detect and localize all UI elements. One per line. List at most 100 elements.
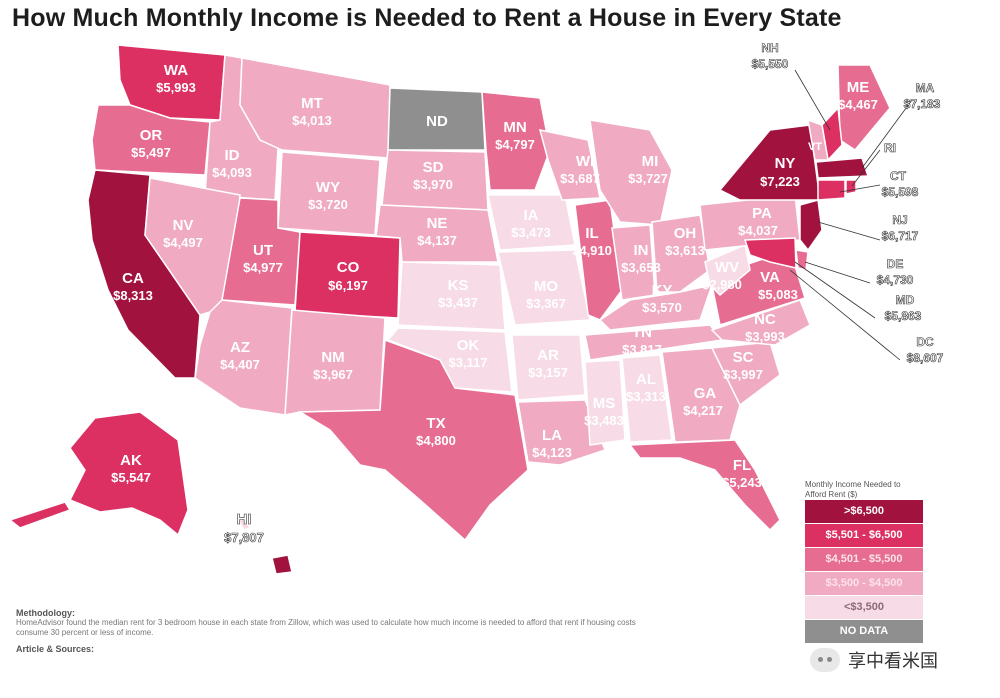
label-value-IA: $3,473 <box>511 225 551 240</box>
state-MO <box>497 249 591 326</box>
label-abbr-ID: ID <box>225 147 240 164</box>
label-abbr-LA: LA <box>542 427 562 444</box>
state-AR <box>511 334 586 401</box>
leader-DC <box>789 269 901 361</box>
label-abbr-IL: IL <box>585 225 598 242</box>
label-value-MI: $3,727 <box>628 171 668 186</box>
label-abbr-WY: WY <box>316 179 340 196</box>
callout-abbr-CT: CT <box>890 169 907 183</box>
state-WY <box>277 151 381 236</box>
legend-row-tier2: $5,501 - $6,500 <box>805 524 923 548</box>
callout-value-MD: $5,863 <box>885 309 922 323</box>
label-abbr-OH: OH <box>674 225 697 242</box>
label-abbr-CO: CO <box>337 259 360 276</box>
label-abbr-NY: NY <box>775 155 796 172</box>
label-value-NM: $3,967 <box>313 367 353 382</box>
state-AK <box>68 411 189 537</box>
state-AZ <box>194 299 293 416</box>
label-abbr-MN: MN <box>503 119 526 136</box>
label-value-GA: $4,217 <box>683 403 723 418</box>
label-value-AR: $3,157 <box>528 365 568 380</box>
leader-DE <box>804 261 871 284</box>
label-abbr-MT: MT <box>301 95 323 112</box>
state-MT <box>239 57 391 159</box>
state-LA <box>517 399 606 466</box>
state-AK-chain <box>8 501 72 529</box>
label-value-LA: $4,123 <box>532 445 572 460</box>
label-value-MN: $4,797 <box>495 137 535 152</box>
callout-abbr-MD: MD <box>896 293 915 307</box>
callout-abbr-DE: DE <box>887 257 904 271</box>
label-abbr-IN: IN <box>634 242 649 259</box>
label-abbr-WI: WI <box>576 153 594 170</box>
label-abbr-WA: WA <box>164 62 188 79</box>
label-value-NE: $4,137 <box>417 233 457 248</box>
label-abbr-UT: UT <box>253 242 273 259</box>
state-TX <box>297 338 529 542</box>
label-value-AZ: $4,407 <box>220 357 260 372</box>
callout-abbr-MA: MA <box>916 81 935 95</box>
callout-abbr-NH: NH <box>761 41 778 55</box>
watermark-text: 享中看米国 <box>848 651 938 671</box>
label-abbr-WV: WV <box>715 259 739 276</box>
legend-row-tier4: $3,500 - $4,500 <box>805 572 923 596</box>
label-abbr-CA: CA <box>122 270 144 287</box>
watermark: 享中看米国 <box>810 640 1000 680</box>
leader-MA <box>861 99 913 169</box>
label-value-NC: $3,993 <box>745 329 785 344</box>
label-value-AK: $5,547 <box>111 470 151 485</box>
callout-abbr-VT: VT <box>808 141 822 153</box>
label-value-UT: $4,977 <box>243 260 283 275</box>
label-abbr-GA: GA <box>694 385 717 402</box>
leader-NH <box>794 69 831 131</box>
state-AL <box>621 354 673 443</box>
label-abbr-NE: NE <box>427 215 448 232</box>
label-value-MO: $3,367 <box>526 296 566 311</box>
label-abbr-AZ: AZ <box>230 339 250 356</box>
label-abbr-AK: AK <box>120 452 142 469</box>
label-value-FL: $5,243 <box>722 475 762 490</box>
label-abbr-NV: NV <box>173 217 194 234</box>
label-value-OK: $3,117 <box>448 355 487 370</box>
state-OH <box>651 214 711 293</box>
label-value-PA: $4,037 <box>738 223 778 238</box>
state-RI <box>845 179 857 195</box>
label-value-WV: $2,980 <box>702 277 742 292</box>
methodology-heading: Methodology: <box>16 608 75 618</box>
legend-title: Monthly Income Needed to Afford Rent ($) <box>805 480 901 499</box>
state-ND <box>387 87 486 151</box>
label-abbr-AL: AL <box>636 371 656 388</box>
label-value-TN: $3,817 <box>622 342 662 357</box>
state-WI <box>538 129 601 201</box>
label-abbr-HI: HI <box>237 511 252 528</box>
label-value-VA: $5,083 <box>758 287 798 302</box>
label-abbr-SC: SC <box>733 349 754 366</box>
state-IA <box>487 194 576 251</box>
callout-value-NH: $5,550 <box>752 57 789 71</box>
callout-abbr-DC: DC <box>916 335 934 349</box>
label-value-CO: $6,197 <box>328 278 368 293</box>
label-value-WY: $3,720 <box>308 197 348 212</box>
label-abbr-MS: MS <box>593 395 616 412</box>
wechat-icon <box>810 648 840 672</box>
state-MD <box>743 237 797 269</box>
label-abbr-ND: ND <box>426 113 448 130</box>
label-abbr-VA: VA <box>760 269 780 286</box>
label-value-TX: $4,800 <box>416 433 456 448</box>
state-FL <box>628 439 781 532</box>
label-value-NV: $4,497 <box>163 235 203 250</box>
leader-MD <box>794 261 876 319</box>
label-abbr-IA: IA <box>524 207 539 224</box>
state-HI-chain <box>236 517 252 531</box>
label-abbr-MI: MI <box>642 153 659 170</box>
callout-value-NJ: $6,717 <box>882 229 919 243</box>
state-MA <box>815 157 870 179</box>
callout-value-MA: $7,183 <box>904 97 941 111</box>
methodology-text: HomeAdvisor found the median rent for 3 … <box>16 618 636 637</box>
callout-abbr-NJ: NJ <box>892 213 907 227</box>
label-abbr-OR: OR <box>140 127 163 144</box>
legend-row-nodata: NO DATA <box>805 620 923 644</box>
state-SC <box>710 341 781 407</box>
legend-row-tier5: <$3,500 <box>805 596 923 620</box>
state-VT <box>807 118 829 161</box>
